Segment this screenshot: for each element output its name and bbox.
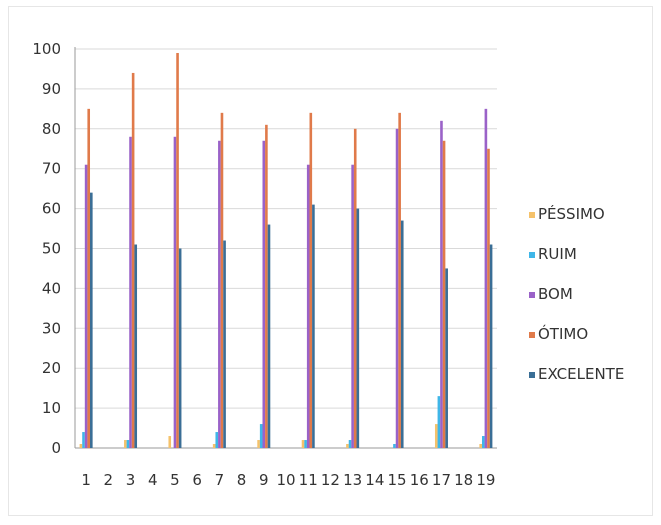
bar-4-9 [265, 124, 268, 448]
x-tick-label: 11 [299, 471, 318, 489]
legend-swatch [529, 372, 535, 378]
bar-4-5 [176, 52, 179, 449]
bar-4-17 [442, 140, 446, 448]
y-tick-label: 10 [42, 399, 61, 417]
legend-label: EXCELENTE [538, 365, 624, 383]
bar-4-11 [309, 112, 313, 448]
gridlines [75, 48, 497, 409]
x-tick-label: 10 [276, 471, 295, 489]
legend-swatch [529, 292, 535, 298]
bar-1-13 [346, 444, 349, 448]
x-tick-label: 9 [259, 471, 269, 489]
bar-3-13 [351, 164, 354, 448]
bar-4-15 [398, 112, 401, 448]
bar-4-19 [487, 148, 490, 448]
y-tick-label: 30 [42, 319, 61, 337]
bar-4-13 [353, 128, 357, 449]
bar-2-15 [393, 444, 396, 448]
x-tick-label: 4 [148, 471, 158, 489]
bar-5-17 [445, 268, 448, 448]
bar-1-5 [168, 436, 172, 448]
bar-5-9 [267, 224, 271, 448]
bar-3-1 [84, 164, 88, 448]
bars [79, 52, 493, 449]
bar-3-9 [262, 140, 266, 448]
bar-3-19 [484, 108, 488, 448]
bar-1-11 [301, 440, 305, 448]
x-tick-label: 19 [476, 471, 495, 489]
x-tick-label: 7 [215, 471, 225, 489]
bar-1-3 [124, 440, 127, 448]
x-tick-label: 13 [343, 471, 362, 489]
legend-label: RUIM [538, 245, 577, 263]
bar-1-9 [257, 440, 260, 448]
bar-3-17 [440, 120, 443, 448]
x-tick-label: 8 [237, 471, 247, 489]
bar-5-11 [312, 204, 315, 448]
y-tick-label: 0 [51, 439, 61, 457]
bar-3-15 [395, 128, 399, 449]
x-tick-label: 12 [321, 471, 340, 489]
legend-label: ÓTIMO [538, 324, 588, 343]
chart-frame: 0 10 20 30 40 50 60 70 80 90 100 1 2 3 4 5 6 7 8 9 10 11 12 13… [8, 6, 653, 516]
y-tick-label: 80 [42, 120, 61, 138]
y-tick-label: 60 [42, 200, 61, 218]
bar-1-1 [79, 444, 83, 448]
bar-3-7 [218, 140, 221, 448]
bar-5-3 [134, 244, 138, 448]
legend-swatch [529, 212, 535, 218]
bar-5-5 [178, 248, 182, 448]
bar-3-11 [306, 164, 310, 448]
bar-5-13 [356, 208, 360, 448]
legend: PÉSSIMO RUIM BOM ÓTIMO EXCELENTE [529, 204, 624, 383]
bar-2-11 [304, 440, 307, 448]
bar-1-19 [479, 444, 482, 448]
bar-3-5 [173, 136, 177, 448]
y-tick-label: 90 [42, 80, 61, 98]
bar-2-3 [126, 440, 130, 448]
bar-3-3 [129, 136, 132, 448]
x-tick-label: 14 [365, 471, 384, 489]
bar-5-1 [90, 192, 93, 448]
bar-1-7 [212, 444, 216, 448]
legend-swatch [529, 252, 535, 258]
y-tick-label: 50 [42, 240, 61, 258]
y-tick-label: 20 [42, 359, 61, 377]
bar-2-7 [215, 432, 219, 448]
x-tick-label: 3 [126, 471, 136, 489]
bar-5-15 [400, 220, 404, 448]
bar-2-1 [82, 432, 85, 448]
bar-5-19 [489, 244, 493, 448]
y-tick-label: 40 [42, 279, 61, 297]
y-tick-label: 100 [32, 40, 61, 58]
x-tick-label: 18 [454, 471, 473, 489]
bar-4-1 [87, 108, 91, 448]
x-tick-label: 17 [432, 471, 451, 489]
x-tick-label: 5 [170, 471, 180, 489]
bar-1-17 [434, 424, 438, 448]
bar-5-7 [223, 240, 226, 448]
bar-2-19 [481, 436, 485, 448]
legend-label: PÉSSIMO [538, 204, 605, 223]
bar-4-3 [131, 72, 135, 448]
x-tick-label: 16 [410, 471, 429, 489]
bar-2-9 [259, 424, 263, 448]
legend-swatch [529, 332, 535, 338]
axes [74, 47, 497, 449]
x-tick-label: 6 [192, 471, 202, 489]
y-tick-label: 70 [42, 160, 61, 178]
bar-2-17 [437, 396, 441, 448]
x-tick-label: 2 [104, 471, 114, 489]
x-tick-label: 1 [81, 471, 91, 489]
x-tick-labels: 1 2 3 4 5 6 7 8 9 10 11 12 13 14 15 16 17 18 19 [81, 471, 495, 489]
legend-label: BOM [538, 285, 573, 303]
y-tick-labels: 0 10 20 30 40 50 60 70 80 90 100 [32, 40, 61, 457]
bar-4-7 [220, 112, 224, 448]
bar-2-13 [348, 440, 352, 448]
x-tick-label: 15 [388, 471, 407, 489]
